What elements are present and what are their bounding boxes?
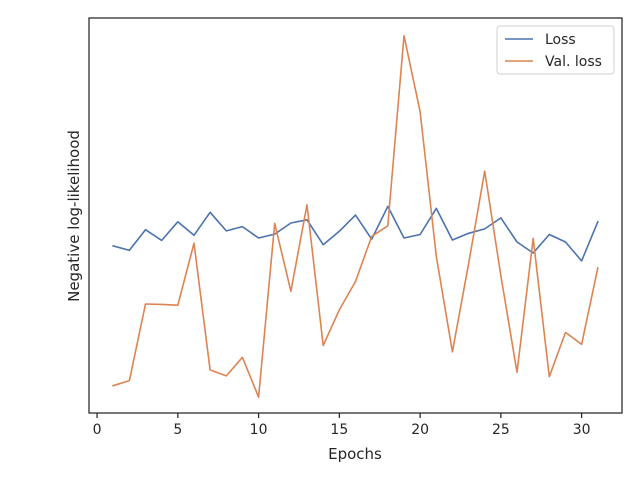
data-point-s1-0 [112, 385, 114, 387]
series-line-1 [112, 34, 599, 399]
legend-label-1: Val. loss [545, 54, 602, 70]
data-point-s0-4 [177, 221, 179, 223]
y-axis-label: Negative log-likelihood [65, 130, 83, 302]
data-point-s1-16 [371, 236, 373, 238]
data-point-s0-28 [565, 241, 567, 243]
axes: 0 5 10 15 20 25 30 [88, 17, 623, 438]
data-point-s0-20 [436, 208, 438, 210]
legend-label-0: Loss [545, 32, 576, 48]
data-point-s1-14 [339, 309, 341, 311]
data-point-s0-24 [500, 217, 502, 219]
data-point-s0-5 [193, 235, 195, 237]
data-point-s1-11 [290, 291, 292, 293]
data-point-s0-12 [306, 219, 308, 221]
data-point-s0-11 [290, 222, 292, 224]
data-point-s1-10 [274, 223, 276, 225]
data-point-s0-13 [322, 244, 324, 246]
data-point-s1-9 [258, 396, 260, 398]
data-point-s0-27 [549, 234, 551, 236]
legend-box [496, 25, 615, 75]
data-point-s1-28 [565, 332, 567, 334]
series-line-0 [112, 205, 599, 262]
data-point-s1-25 [516, 372, 518, 374]
data-point-s0-17 [387, 206, 389, 208]
x-tick-label-5: 5 [173, 422, 182, 438]
data-point-s1-2 [145, 303, 147, 305]
data-point-s0-3 [161, 240, 163, 242]
data-point-s0-30 [597, 221, 599, 223]
data-point-s0-22 [468, 233, 470, 235]
data-point-s1-27 [549, 376, 551, 378]
x-tick-label-10: 10 [250, 422, 268, 438]
data-point-s0-25 [516, 241, 518, 243]
data-point-s1-23 [484, 171, 486, 173]
axes-frame [88, 17, 623, 414]
plot-area [112, 34, 599, 399]
legend: Loss Val. loss [496, 25, 615, 75]
x-tick-label-30: 30 [573, 422, 591, 438]
data-point-s1-19 [419, 111, 421, 113]
data-point-s0-14 [339, 231, 341, 233]
data-point-s1-1 [129, 380, 131, 382]
data-point-s1-4 [177, 304, 179, 306]
data-point-s1-21 [452, 351, 454, 353]
data-point-s1-20 [436, 255, 438, 257]
data-point-s0-19 [419, 234, 421, 236]
x-tick-label-15: 15 [330, 422, 348, 438]
data-point-s0-26 [532, 252, 534, 254]
data-point-s1-13 [322, 345, 324, 347]
data-point-s1-8 [242, 357, 244, 359]
x-tick-label-25: 25 [492, 422, 510, 438]
x-tick-label-0: 0 [93, 422, 102, 438]
data-point-s0-1 [129, 250, 131, 252]
data-point-s0-18 [403, 237, 405, 239]
data-point-s0-7 [226, 230, 228, 232]
data-point-s0-9 [258, 237, 260, 239]
data-point-s1-30 [597, 267, 599, 269]
data-point-s1-24 [500, 275, 502, 277]
x-axis-label: Epochs [328, 445, 382, 463]
data-point-s0-2 [145, 229, 147, 231]
data-point-s1-18 [403, 35, 405, 37]
data-point-s1-5 [193, 242, 195, 244]
data-point-s0-29 [581, 260, 583, 262]
data-point-s1-12 [306, 204, 308, 206]
data-point-s1-3 [161, 304, 163, 306]
data-point-s0-6 [209, 212, 211, 214]
x-tick-label-20: 20 [411, 422, 429, 438]
data-point-s1-7 [226, 375, 228, 377]
data-point-s1-17 [387, 225, 389, 227]
data-point-s0-21 [452, 239, 454, 241]
data-point-s1-15 [355, 281, 357, 283]
data-point-s1-29 [581, 344, 583, 346]
data-point-s0-0 [112, 245, 114, 247]
data-point-s1-6 [209, 369, 211, 371]
data-point-s0-15 [355, 214, 357, 216]
data-point-s0-23 [484, 228, 486, 230]
data-point-s0-8 [242, 226, 244, 228]
data-point-s1-26 [532, 238, 534, 240]
data-point-s1-22 [468, 263, 470, 265]
